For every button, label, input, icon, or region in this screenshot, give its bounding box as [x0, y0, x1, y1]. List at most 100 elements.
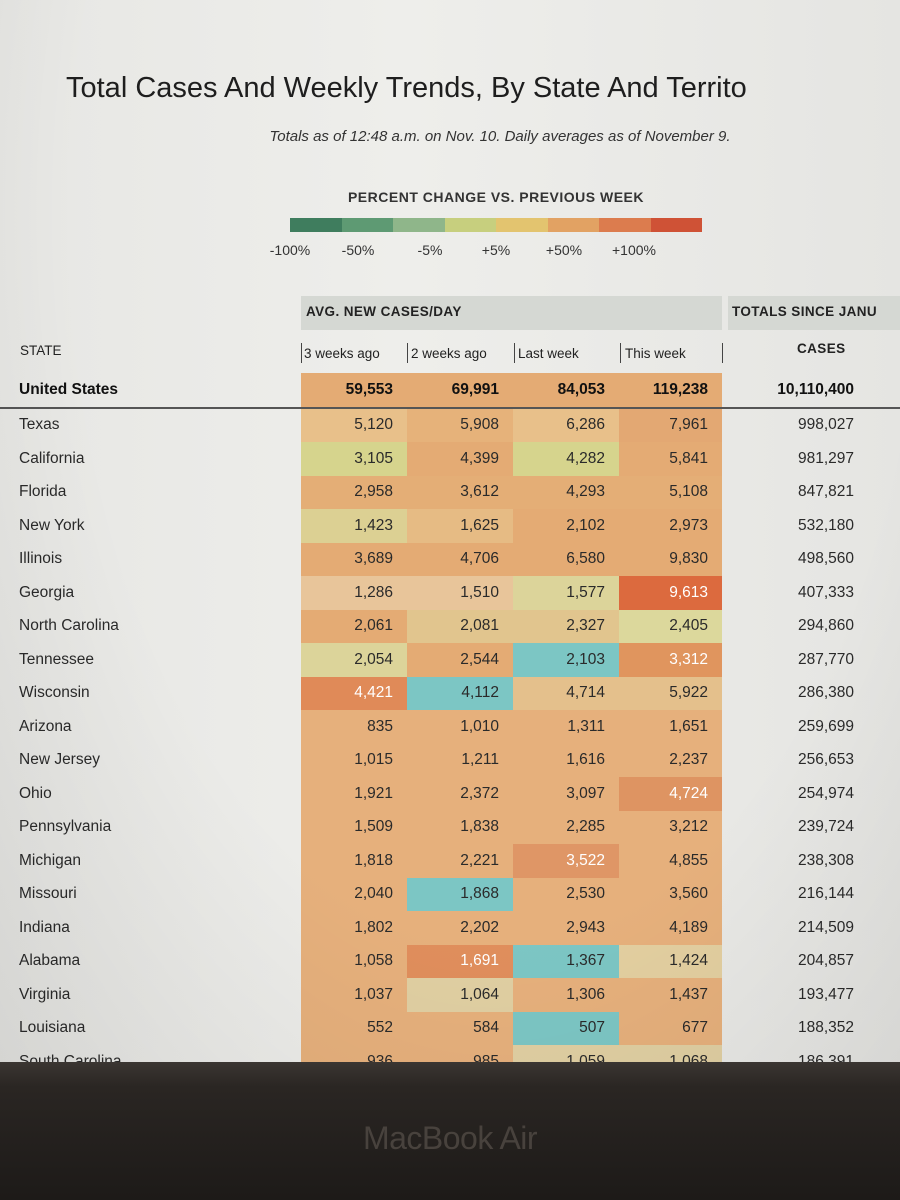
table-row: New Jersey 1,015 1,211 1,616 2,237 256,653 [0, 743, 900, 777]
avg-cases-cell: 1,424 [619, 944, 722, 978]
legend-swatch [599, 218, 651, 232]
legend-swatch [341, 218, 393, 232]
total-cases-cell: 256,653 [797, 751, 854, 769]
total-cases-cell: 238,308 [797, 851, 854, 869]
column-header-this-week: This week [625, 346, 686, 361]
screen: Total Cases And Weekly Trends, By State … [0, 0, 900, 1062]
state-name: Arizona [19, 717, 72, 735]
column-header-3-weeks-ago: 3 weeks ago [304, 346, 380, 361]
avg-cases-cell: 6,580 [513, 542, 619, 576]
avg-cases-cell: 1,423 [301, 509, 407, 543]
table-row: Louisiana 552 584 507 677 188,352 [0, 1011, 900, 1045]
total-cases-cell: 214,509 [797, 918, 854, 936]
total-cases-cell: 981,297 [797, 449, 854, 467]
avg-cases-cell: 584 [407, 1011, 513, 1045]
totals-group-header-bg [728, 296, 900, 330]
state-name: North Carolina [19, 617, 119, 635]
table-row: Wisconsin 4,421 4,112 4,714 5,922 286,380 [0, 676, 900, 710]
avg-cases-cell: 1,064 [407, 978, 513, 1012]
state-column-header: STATE [20, 343, 62, 358]
table-row: Alabama 1,058 1,691 1,367 1,424 204,857 [0, 944, 900, 978]
total-cases-cell: 10,110,400 [722, 373, 900, 409]
avg-cases-cell: 2,102 [513, 509, 619, 543]
avg-cases-cell: 2,943 [513, 911, 619, 945]
avg-cases-cell: 3,097 [513, 777, 619, 811]
state-name: Missouri [19, 885, 77, 903]
avg-cases-cell: 2,327 [513, 609, 619, 643]
legend-title: PERCENT CHANGE VS. PREVIOUS WEEK [347, 189, 645, 205]
state-name: Michigan [19, 851, 82, 869]
state-name: California [19, 449, 85, 467]
table-row-united-states: United States 59,553 69,991 84,053 119,238 10… [0, 373, 900, 409]
column-divider [514, 343, 515, 363]
page-subtitle: Totals as of 12:48 a.m. on Nov. 10. Dail… [269, 128, 731, 145]
table-row: Georgia 1,286 1,510 1,577 9,613 407,333 [0, 576, 900, 610]
avg-cases-cell: 3,612 [407, 475, 513, 509]
total-cases-cell: 193,477 [797, 985, 854, 1003]
avg-cases-cell: 1,868 [407, 877, 513, 911]
legend-swatch [444, 218, 496, 232]
legend-tick: -100% [269, 242, 311, 258]
state-cases-table: United States 59,553 69,991 84,053 119,238 10… [0, 373, 900, 1062]
avg-cases-cell: 1,818 [301, 844, 407, 878]
avg-cases-cell: 1,838 [407, 810, 513, 844]
table-row: Arizona 835 1,010 1,311 1,651 259,699 [0, 710, 900, 744]
state-name: Florida [19, 483, 67, 501]
avg-cases-cell: 1,311 [513, 710, 619, 744]
state-name: United States [0, 373, 301, 409]
column-divider [301, 343, 302, 363]
avg-cases-cell: 1,211 [407, 743, 513, 777]
avg-cases-cell: 2,081 [407, 609, 513, 643]
avg-cases-cell: 119,238 [619, 373, 722, 409]
total-cases-cell: 254,974 [797, 784, 854, 802]
table-row: Texas 5,120 5,908 6,286 7,961 998,027 [0, 407, 900, 442]
state-name: South Carolina [19, 1052, 122, 1062]
device-brand-label: MacBook Air [362, 1120, 538, 1156]
avg-cases-cell: 2,544 [407, 643, 513, 677]
total-cases-cell: 294,860 [797, 617, 854, 635]
state-name: Indiana [19, 918, 70, 936]
legend-swatch [393, 218, 445, 232]
table-row: Ohio 1,921 2,372 3,097 4,724 254,974 [0, 777, 900, 811]
avg-cases-cell: 4,399 [407, 442, 513, 476]
avg-cases-cell: 1,651 [619, 710, 722, 744]
avg-cases-cell: 1,577 [513, 576, 619, 610]
avg-cases-cell: 4,189 [619, 911, 722, 945]
total-cases-cell: 847,821 [797, 483, 854, 501]
state-name: New York [19, 516, 85, 534]
avg-cases-cell: 1,059 [513, 1045, 619, 1062]
cases-column-header: CASES [797, 341, 846, 356]
column-divider [407, 343, 408, 363]
table-row: New York 1,423 1,625 2,102 2,973 532,180 [0, 509, 900, 543]
avg-cases-cell: 1,306 [513, 978, 619, 1012]
state-name: Ohio [19, 784, 52, 802]
state-name: Georgia [19, 583, 75, 601]
avg-cases-cell: 2,202 [407, 911, 513, 945]
avg-cases-cell: 552 [301, 1011, 407, 1045]
legend-swatch [496, 218, 548, 232]
avg-cases-cell: 1,921 [301, 777, 407, 811]
avg-cases-cell: 4,724 [619, 777, 722, 811]
avg-cases-cell: 2,372 [407, 777, 513, 811]
table-row: Indiana 1,802 2,202 2,943 4,189 214,509 [0, 911, 900, 945]
avg-cases-cell: 936 [301, 1045, 407, 1062]
avg-cases-cell: 3,105 [301, 442, 407, 476]
table-row: South Carolina 936 985 1,059 1,068 186,391 [0, 1045, 900, 1062]
state-name: Pennsylvania [19, 818, 112, 836]
avg-cases-cell: 59,553 [301, 373, 407, 409]
avg-cases-cell: 2,285 [513, 810, 619, 844]
legend-swatch [547, 218, 599, 232]
legend-tick: +50% [545, 242, 583, 258]
avg-cases-cell: 1,509 [301, 810, 407, 844]
avg-cases-cell: 6,286 [513, 407, 619, 442]
state-name: Wisconsin [19, 684, 90, 702]
avg-cases-cell: 4,112 [407, 676, 513, 710]
avg-new-cases-header: AVG. NEW CASES/DAY [306, 304, 462, 319]
avg-cases-cell: 3,212 [619, 810, 722, 844]
avg-cases-cell: 1,058 [301, 944, 407, 978]
laptop-bezel: MacBook Air [0, 1062, 900, 1200]
total-cases-cell: 216,144 [797, 885, 854, 903]
avg-cases-cell: 4,855 [619, 844, 722, 878]
avg-cases-cell: 1,037 [301, 978, 407, 1012]
total-cases-cell: 498,560 [797, 550, 854, 568]
